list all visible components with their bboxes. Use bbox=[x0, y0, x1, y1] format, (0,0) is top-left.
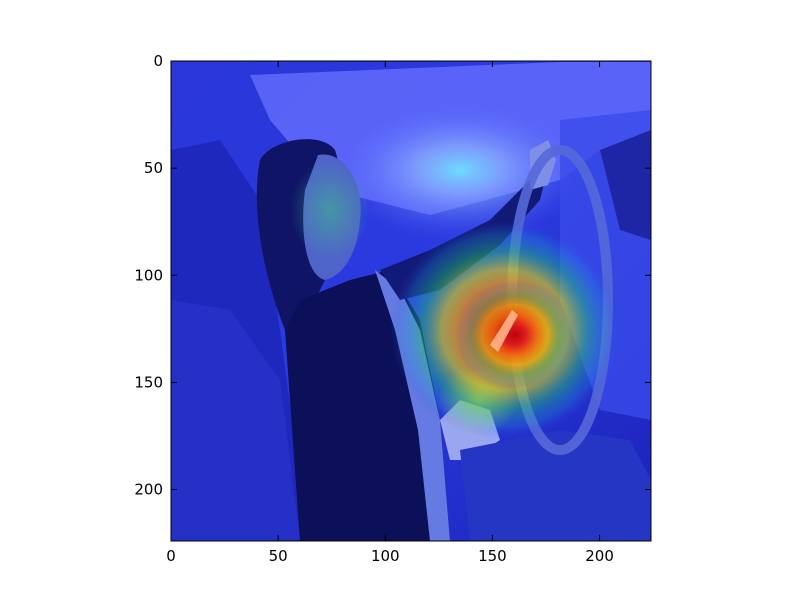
y-tick-label: 200 bbox=[134, 481, 163, 499]
x-tick-label: 0 bbox=[166, 547, 176, 565]
x-tick-label: 100 bbox=[371, 547, 400, 565]
y-tick-label: 150 bbox=[134, 373, 163, 391]
y-tick-label: 0 bbox=[153, 52, 163, 70]
x-tick-label: 150 bbox=[478, 547, 507, 565]
x-tick-label: 50 bbox=[269, 547, 288, 565]
heatmap-image bbox=[171, 61, 651, 541]
person-legs bbox=[460, 430, 651, 541]
y-tick-label: 50 bbox=[144, 159, 163, 177]
y-axis: 0 50 100 150 200 bbox=[134, 52, 651, 499]
y-tick-label: 100 bbox=[134, 266, 163, 284]
phone-highlight bbox=[490, 310, 518, 352]
x-tick-label: 200 bbox=[585, 547, 614, 565]
x-axis: 0 50 100 150 200 bbox=[166, 61, 614, 565]
plot-frame bbox=[170, 60, 652, 542]
